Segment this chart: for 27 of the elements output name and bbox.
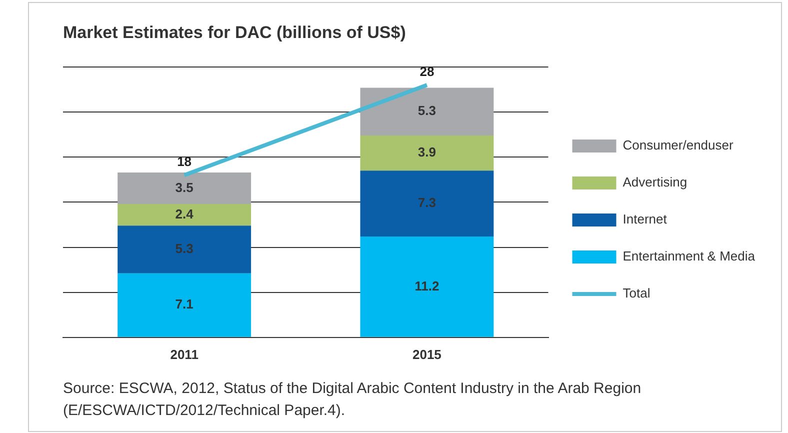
legend-label: Internet [622,212,668,227]
x-tick-label: 2011 [170,346,198,362]
legend-label: Entertainment & Media [622,248,756,264]
data-label: 5.3 [175,241,194,256]
bar [360,236,494,337]
text: Market Estimates for DAC (billions of US$) [63,23,406,43]
source-note: Source: ESCWA, 2012, Status of the Digital Arabic Content Industry in the Arab Region (E/ESCWA/ICTD/2012/Technical Paper.4). [63,379,642,421]
bar [118,226,252,274]
bar [118,273,252,337]
x-tick-label: 2015 [412,346,442,362]
data-label: 7.3 [418,195,436,210]
data-label: 2.4 [175,206,194,222]
bar [360,170,494,236]
data-label: 5.3 [418,103,436,118]
data-label: 7.1 [175,296,194,312]
bar [118,204,252,226]
legend-label: Total [622,286,650,301]
data-label: 28 [420,64,434,80]
legend-label: Consumer/enduser [622,138,734,153]
data-label: 3.5 [175,180,194,195]
data-label: 3.9 [418,144,436,160]
bar [360,136,494,171]
legend-label: Advertising [622,174,688,190]
bar [360,88,494,136]
data-label: 18 [177,154,192,170]
bar [118,172,252,204]
data-label: 11.2 [414,278,440,294]
